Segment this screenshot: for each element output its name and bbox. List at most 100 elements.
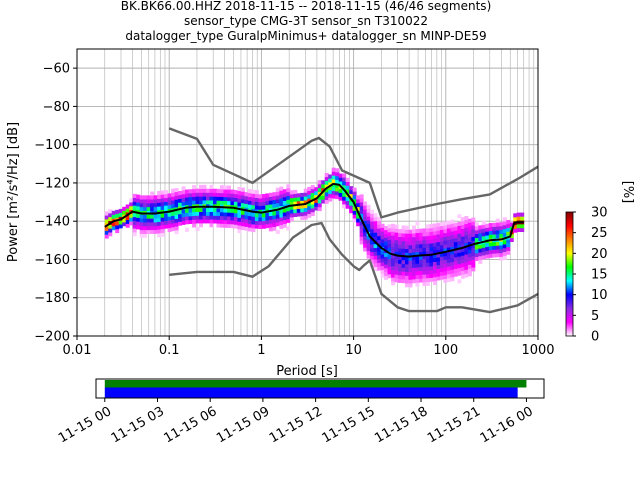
heatmap-cell	[359, 228, 364, 233]
heatmap-cell	[432, 231, 437, 236]
heatmap-cell	[436, 249, 441, 254]
heatmap-cell	[464, 258, 469, 263]
heatmap-cell	[405, 275, 410, 280]
heatmap-cell	[192, 188, 197, 194]
heatmap-cell	[495, 230, 500, 235]
heatmap-cell	[411, 225, 416, 230]
heatmap-cell	[457, 233, 462, 238]
heatmap-cell	[373, 259, 378, 264]
heatmap-cell	[485, 242, 490, 248]
heatmap-cell	[192, 208, 197, 213]
heatmap-cell	[104, 226, 109, 231]
heatmap-cell	[139, 218, 144, 223]
heatmap-cell	[422, 228, 427, 233]
heatmap-cell	[450, 227, 455, 232]
heatmap-cell	[219, 212, 224, 217]
heatmap-cell	[150, 222, 155, 227]
heatmap-cell	[446, 266, 451, 271]
heatmap-cell	[485, 250, 490, 255]
heatmap-cell	[439, 244, 444, 250]
heatmap-cell	[398, 236, 403, 241]
heatmap-cell	[370, 209, 375, 214]
heatmap-cell	[275, 222, 280, 227]
heatmap-cell	[415, 274, 420, 279]
heatmap-cell	[411, 244, 416, 249]
heatmap-cell	[212, 219, 217, 224]
heatmap-cell	[244, 222, 249, 227]
heatmap-cell	[171, 192, 176, 197]
heatmap-cell	[359, 232, 364, 237]
heatmap-cell	[226, 185, 231, 190]
heatmap-cell	[394, 232, 399, 237]
heatmap-cell	[363, 232, 368, 237]
heatmap-cell	[418, 247, 423, 252]
heatmap-cell	[202, 211, 207, 216]
heatmap-cell	[422, 266, 427, 271]
heatmap-cell	[268, 204, 273, 209]
series-lines	[104, 127, 539, 314]
heatmap-cell	[216, 192, 221, 197]
heatmap-cell	[405, 244, 410, 250]
heatmap-cell	[254, 216, 259, 221]
heatmap-cell	[192, 223, 197, 228]
heatmap-cell	[520, 216, 525, 221]
heatmap-cell	[310, 204, 315, 209]
heatmap-cell	[481, 247, 486, 252]
coverage-tick-label: 11-15 09	[214, 404, 272, 446]
heatmap-cell	[125, 215, 130, 221]
heatmap-cell	[335, 194, 340, 200]
heatmap-cell	[453, 257, 458, 262]
heatmap-cell	[460, 236, 465, 241]
heatmap-cell	[247, 200, 252, 205]
heatmap-cell	[467, 245, 472, 250]
heatmap-cell	[495, 226, 500, 231]
heatmap-cell	[209, 200, 214, 205]
heatmap-cell	[342, 196, 347, 201]
heatmap-cell	[219, 185, 224, 190]
heatmap-cell	[310, 188, 315, 194]
heatmap-cell	[401, 252, 406, 257]
heatmap-cell	[192, 196, 197, 201]
heatmap-cell	[146, 218, 151, 223]
heatmap-cell	[251, 220, 256, 225]
heatmap-cell	[471, 248, 476, 253]
heatmap-cell	[387, 239, 392, 244]
heatmap-cell	[261, 194, 266, 199]
heatmap-cell	[136, 198, 141, 203]
heatmap-cell	[394, 236, 399, 241]
heatmap-cell	[405, 260, 410, 265]
heatmap-cell	[188, 219, 193, 224]
heatmap-cell	[516, 216, 521, 221]
heatmap-cell	[293, 193, 298, 198]
heatmap-cell	[254, 193, 259, 199]
heatmap-cell	[209, 188, 214, 193]
heatmap-cell	[436, 272, 441, 277]
heatmap-cell	[233, 213, 238, 218]
heatmap-cell	[506, 227, 511, 232]
heatmap-cell	[233, 216, 238, 221]
heatmap-cell	[286, 195, 291, 200]
heatmap-cell	[247, 192, 252, 198]
heatmap-cell	[506, 239, 511, 244]
heatmap-cell	[282, 212, 287, 217]
heatmap-cell	[394, 247, 399, 252]
heatmap-cell	[488, 234, 493, 239]
heatmap-cell	[219, 219, 224, 224]
heatmap-cell	[478, 252, 483, 257]
heatmap-cell	[206, 211, 210, 216]
heatmap-cell	[331, 190, 336, 195]
heatmap-cell	[499, 245, 504, 250]
heatmap-cell	[335, 179, 340, 184]
heatmap-cell	[251, 189, 256, 194]
heatmap-cell	[398, 255, 403, 260]
heatmap-cell	[453, 238, 458, 243]
heatmap-cell	[153, 202, 158, 208]
heatmap-cell	[268, 227, 273, 232]
heatmap-cell	[464, 227, 469, 232]
heatmap-cell	[352, 187, 357, 192]
heatmap-cell	[324, 188, 329, 193]
heatmap-cell	[366, 250, 371, 255]
heatmap-cell	[380, 273, 385, 278]
heatmap-cell	[223, 189, 228, 194]
